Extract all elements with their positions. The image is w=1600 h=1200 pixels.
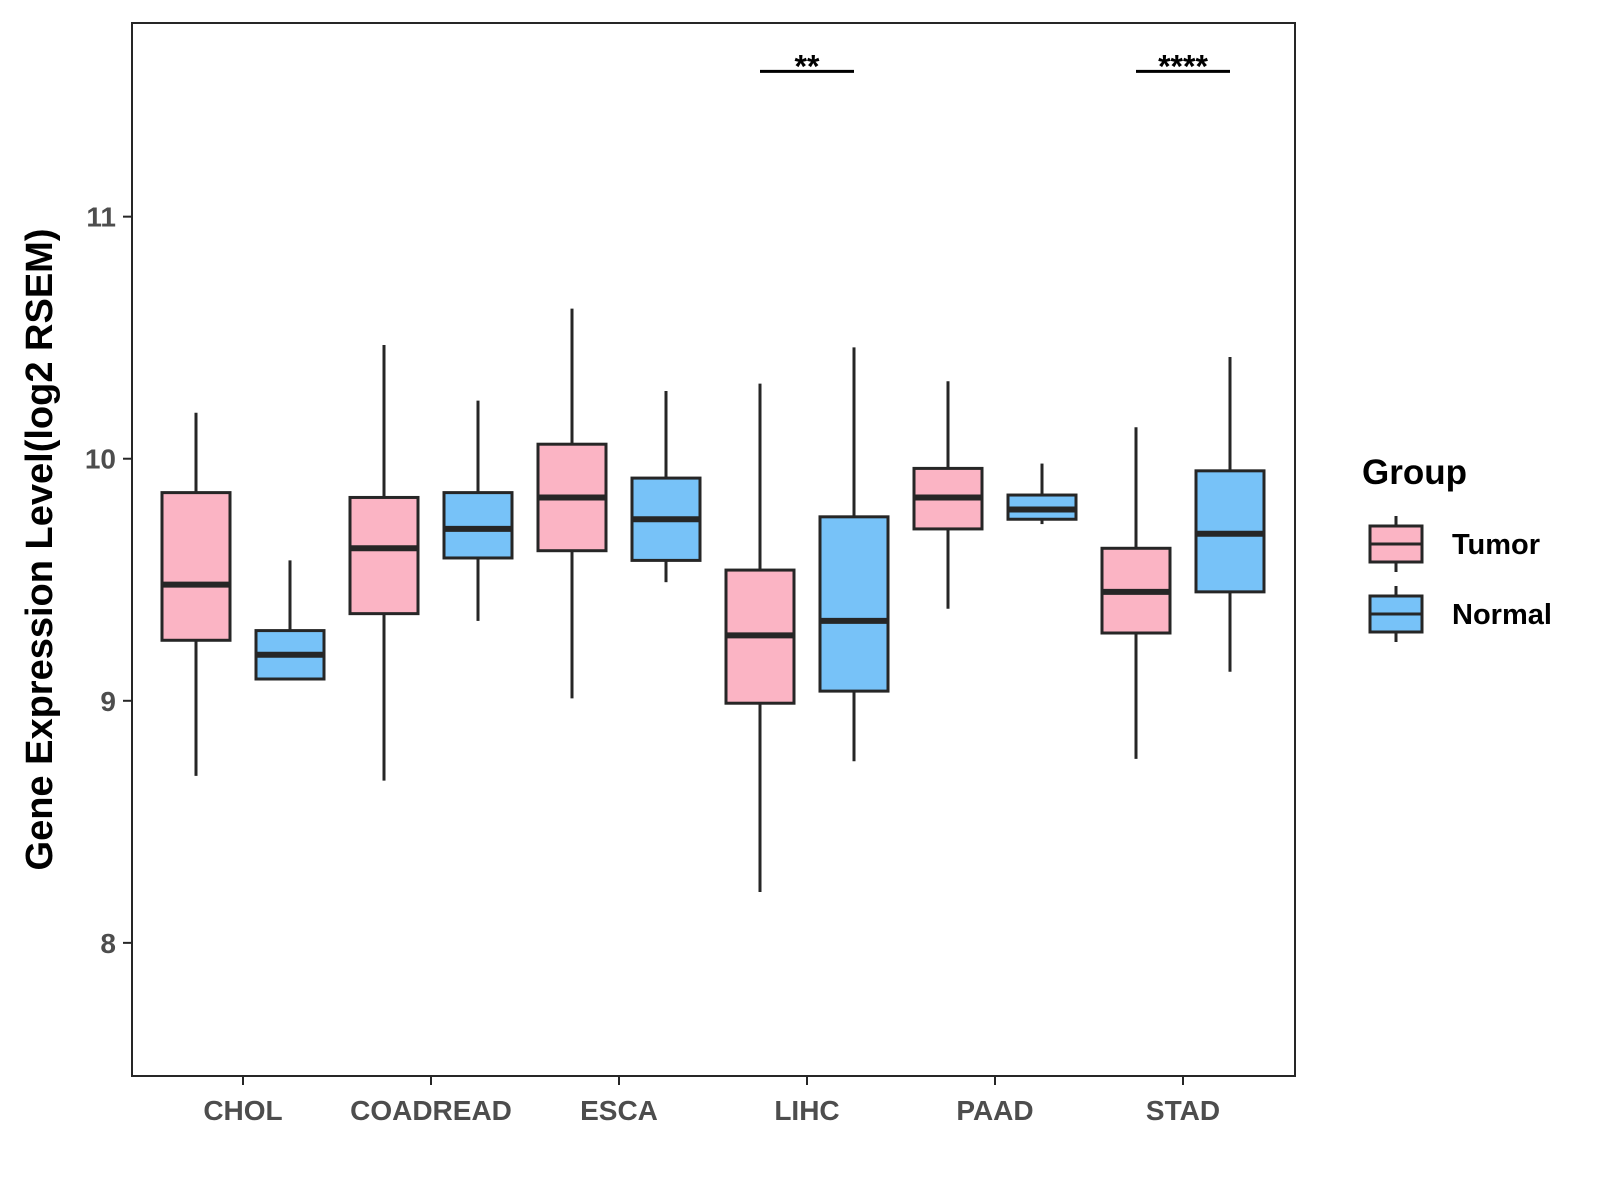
box-iqr bbox=[442, 491, 514, 560]
x-tick-label-coadread: COADREAD bbox=[350, 1095, 512, 1126]
box-normal-lihc bbox=[818, 347, 890, 762]
box-iqr bbox=[348, 495, 420, 616]
y-tick-label: 8 bbox=[100, 928, 116, 959]
x-tick-label-lihc: LIHC bbox=[774, 1095, 839, 1126]
box-series bbox=[160, 308, 1266, 893]
significance-stad: **** bbox=[1136, 48, 1230, 84]
box-normal-coadread bbox=[442, 400, 514, 621]
legend-item-normal: Normal bbox=[1368, 586, 1552, 642]
x-tick-label-stad: STAD bbox=[1146, 1095, 1220, 1126]
box-tumor-paad bbox=[912, 381, 984, 609]
box-tumor-esca bbox=[536, 308, 608, 699]
legend-item-tumor: Tumor bbox=[1368, 516, 1540, 572]
box-iqr bbox=[160, 491, 232, 642]
legend-label: Tumor bbox=[1452, 529, 1540, 561]
legend-label: Normal bbox=[1452, 599, 1552, 631]
box-tumor-chol bbox=[160, 412, 232, 776]
plot-panel bbox=[131, 22, 1296, 1077]
legend-title: Group bbox=[1362, 453, 1467, 492]
box-tumor-lihc bbox=[724, 383, 796, 893]
significance-annotations: ** **** bbox=[760, 48, 1230, 84]
box-normal-chol bbox=[254, 560, 326, 681]
box-normal-stad bbox=[1194, 357, 1266, 672]
plot-border bbox=[131, 22, 1296, 1077]
box-tumor-coadread bbox=[348, 344, 420, 781]
y-axis: 8 9 10 11 bbox=[85, 202, 132, 959]
significance-lihc: ** bbox=[760, 48, 854, 84]
y-tick-label: 10 bbox=[85, 444, 116, 475]
significance-label: ** bbox=[795, 48, 820, 84]
x-tick-label-paad: PAAD bbox=[956, 1095, 1033, 1126]
y-tick-label: 11 bbox=[86, 202, 116, 233]
box-normal-paad bbox=[1006, 463, 1078, 525]
legend: Group Tumor Normal bbox=[1362, 453, 1552, 642]
box-normal-esca bbox=[630, 390, 702, 583]
box-iqr bbox=[818, 515, 890, 693]
y-axis-title: Gene Expression Level(log2 RSEM) bbox=[19, 229, 61, 871]
x-axis: CHOL COADREAD ESCA LIHC PAAD STAD bbox=[203, 1076, 1220, 1126]
x-tick-label-esca: ESCA bbox=[580, 1095, 658, 1126]
y-tick-label: 9 bbox=[100, 686, 116, 717]
significance-label: **** bbox=[1158, 48, 1208, 84]
x-tick-label-chol: CHOL bbox=[203, 1095, 282, 1126]
box-tumor-stad bbox=[1100, 427, 1172, 759]
